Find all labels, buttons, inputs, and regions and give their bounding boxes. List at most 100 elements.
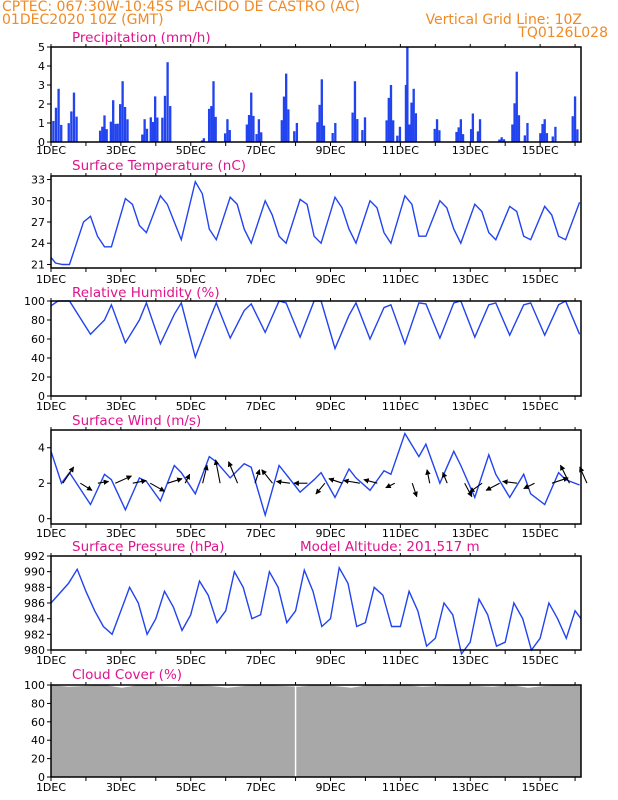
precip-bar — [361, 130, 364, 142]
precip-bar — [322, 125, 326, 142]
panel-1: 0 1 2 3 4 5 1DEC 3DEC 5DEC 7DEC 9DEC 11DEC 13DEC 15DE… — [36, 30, 582, 157]
y-tick-label: 4 — [38, 60, 45, 73]
x-tick-label: 9DEC — [315, 273, 345, 286]
model-id: TQ0126L028 — [518, 25, 608, 41]
y-tick-label: 4 — [38, 442, 45, 455]
x-tick-label: 3DEC — [106, 144, 136, 157]
x-tick-label: 9DEC — [315, 781, 345, 794]
precip-bar — [412, 88, 415, 142]
x-tick-label: 5DEC — [176, 781, 206, 794]
precip-bar — [282, 96, 286, 142]
precip-bar — [119, 104, 122, 142]
precip-bar — [515, 71, 518, 142]
precip-bar — [163, 95, 167, 142]
precip-bar — [295, 123, 299, 142]
wind-vector — [464, 482, 473, 498]
y-tick-label: 33 — [31, 174, 45, 187]
y-tick-label: 2 — [38, 477, 45, 490]
x-tick-label: 13DEC — [452, 527, 489, 540]
wind-vector — [254, 469, 261, 484]
grid-line-note: Vertical Grid Line: 10Z — [425, 12, 582, 28]
y-tick-label: 40 — [31, 352, 45, 365]
precip-bar — [70, 111, 73, 142]
panel-annotation: Model Altitude: 201.517 m — [300, 539, 480, 555]
wind-vector — [275, 479, 291, 485]
precip-bar — [526, 123, 529, 142]
panel-title: Surface Temperature (nC) — [72, 158, 246, 174]
x-tick-label: 9DEC — [315, 400, 345, 413]
precip-bar — [389, 85, 393, 142]
precip-bar — [214, 116, 217, 142]
precip-bar — [161, 117, 164, 142]
station-title: CPTEC: 067:30W-10:45S PLACIDO DE CASTRO … — [2, 0, 360, 15]
precip-bar — [126, 119, 129, 142]
precip-bar — [320, 79, 323, 142]
precip-bar — [353, 81, 357, 142]
x-tick-label: 15DEC — [522, 400, 559, 413]
precip-bar — [255, 134, 258, 142]
x-tick-label: 13DEC — [452, 400, 489, 413]
y-tick-label: 1 — [38, 117, 45, 130]
precip-bar — [141, 134, 144, 142]
x-tick-label: 13DEC — [452, 654, 489, 667]
x-tick-label: 11DEC — [382, 781, 419, 794]
y-tick-label: 21 — [31, 258, 45, 271]
precip-bar — [387, 97, 390, 142]
x-tick-label: 3DEC — [106, 527, 136, 540]
precip-bar — [545, 133, 549, 142]
y-tick-label: 3 — [38, 79, 45, 92]
precip-bar — [433, 128, 436, 142]
wind-vector — [523, 482, 535, 490]
y-tick-label: 27 — [31, 216, 45, 229]
wind-vector — [442, 471, 448, 484]
x-tick-label: 13DEC — [452, 273, 489, 286]
series-line — [50, 179, 581, 266]
wind-vector — [202, 464, 209, 484]
x-tick-label: 5DEC — [176, 144, 206, 157]
precip-bar — [517, 115, 521, 142]
precip-bar — [212, 81, 215, 142]
precip-bar — [252, 115, 255, 142]
y-tick-label: 0 — [38, 771, 45, 784]
precip-bar — [153, 96, 157, 142]
precip-bar — [571, 116, 574, 142]
panel-4: 0 2 4 1DEC 3DEC 5DEC 7DEC 9DEC 11DEC 13DEC 15DEC Su… — [36, 413, 588, 540]
precip-bar — [573, 96, 577, 142]
precip-bar — [151, 121, 155, 142]
precip-bar — [396, 135, 399, 142]
precip-bar — [54, 107, 58, 142]
chart-header: CPTEC: 067:30W-10:45S PLACIDO DE CASTRO … — [0, 0, 618, 48]
precip-bar — [392, 120, 395, 142]
precip-bar — [223, 133, 227, 142]
x-tick-label: 9DEC — [315, 527, 345, 540]
wind-vector — [469, 482, 483, 493]
precip-bar — [169, 106, 172, 142]
precip-bar — [543, 119, 546, 142]
x-tick-label: 7DEC — [246, 273, 276, 286]
precip-bar — [166, 62, 169, 143]
precip-bar — [435, 119, 439, 142]
precip-bar — [245, 124, 249, 142]
precip-bar — [285, 73, 288, 142]
y-tick-label: 60 — [31, 716, 45, 729]
precip-bar — [476, 131, 480, 142]
x-tick-label: 5DEC — [176, 400, 206, 413]
x-tick-label: 7DEC — [246, 654, 276, 667]
wind-vector — [385, 482, 396, 489]
wind-vector — [97, 479, 110, 485]
precip-bar — [200, 140, 204, 142]
series-line — [50, 431, 580, 518]
x-tick-label: 3DEC — [106, 400, 136, 413]
precip-bar — [554, 126, 557, 142]
precip-bar — [280, 120, 283, 142]
precip-bar — [260, 132, 263, 142]
precip-bar — [459, 119, 463, 142]
precip-bar — [121, 81, 124, 142]
precip-bar — [52, 120, 55, 142]
precip-bar — [75, 116, 78, 142]
plot-frame — [50, 429, 582, 525]
precip-bar — [351, 112, 354, 142]
panel-title: Precipitation (mm/h) — [72, 30, 211, 46]
x-tick-label: 13DEC — [452, 781, 489, 794]
y-tick-label: 984 — [24, 613, 45, 626]
